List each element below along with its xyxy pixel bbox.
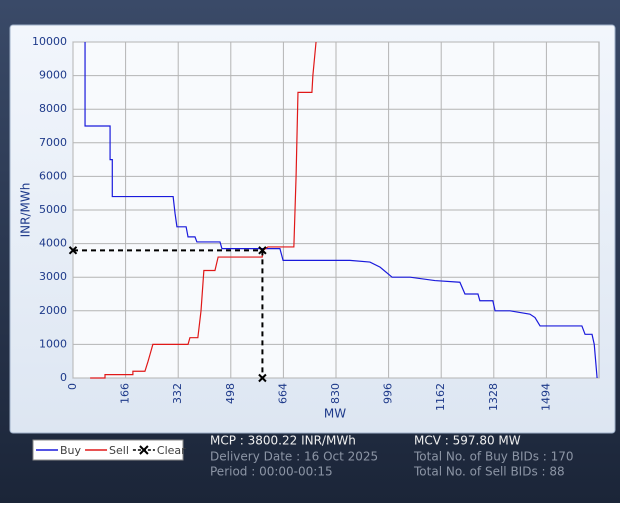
x-tick-label: 1494 [539,383,552,411]
clear-marker-x [258,373,267,383]
cross [258,246,267,255]
clear-marker [258,246,267,255]
x-tick-label: 0 [66,383,79,390]
legend-items: Buy Sell Clear [36,444,186,457]
y-tick-label: 8000 [39,102,67,115]
cross [258,373,267,383]
series-line [90,41,317,379]
mcv: MCV : 597.80 MW [414,434,521,448]
y-axis-label: INR/MWh [19,183,33,238]
legend [32,439,184,461]
y-tick-label: 1000 [39,337,67,350]
y-tick-label: 10000 [32,35,67,48]
mcp: MCP : 3800.22 INR/MWh [210,434,356,448]
x-tick-label: 1328 [487,383,500,411]
y-tick-label: 6000 [39,169,67,182]
legend-label: Clear [157,444,186,457]
y-tick-label: 4000 [39,237,67,250]
y-tick-label: 9000 [39,69,67,82]
x-tick-label: 996 [382,383,395,404]
y-tick-label: 7000 [39,136,67,149]
legend-label: Buy [60,444,82,457]
period: Period : 00:00-00:15 [210,465,333,479]
cross [68,246,78,255]
series-line [84,42,598,379]
x-tick-label: 332 [171,383,184,404]
y-tick-label: 5000 [39,203,67,216]
sell-bids: Total No. of Sell BIDs : 88 [413,465,565,479]
y-tick-label: 2000 [39,304,67,317]
x-tick-label: 1162 [434,383,447,411]
x-tick-label: 166 [119,383,132,404]
x-tick-label: 498 [224,383,237,404]
legend-label: Sell [109,444,129,457]
clear-marker-y [68,246,78,255]
buy-bids: Total No. of Buy BIDs : 170 [413,450,574,464]
x-axis-label: MW [324,407,346,421]
legend-cross [139,445,149,455]
y-tick-label: 3000 [39,270,67,283]
y-tick-label: 0 [60,371,67,384]
delivery-date: Delivery Date : 16 Oct 2025 [210,450,378,464]
x-tick-label: 664 [276,383,289,404]
x-tick-label: 830 [329,383,342,404]
